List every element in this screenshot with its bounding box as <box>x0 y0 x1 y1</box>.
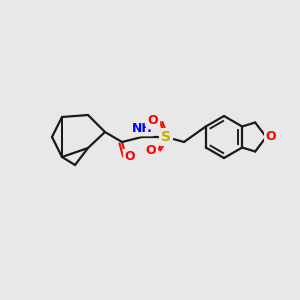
Text: O: O <box>266 130 277 143</box>
Text: S: S <box>161 130 171 144</box>
Text: NH: NH <box>132 122 152 134</box>
Text: O: O <box>148 115 158 128</box>
Text: O: O <box>125 151 135 164</box>
Text: O: O <box>146 145 156 158</box>
